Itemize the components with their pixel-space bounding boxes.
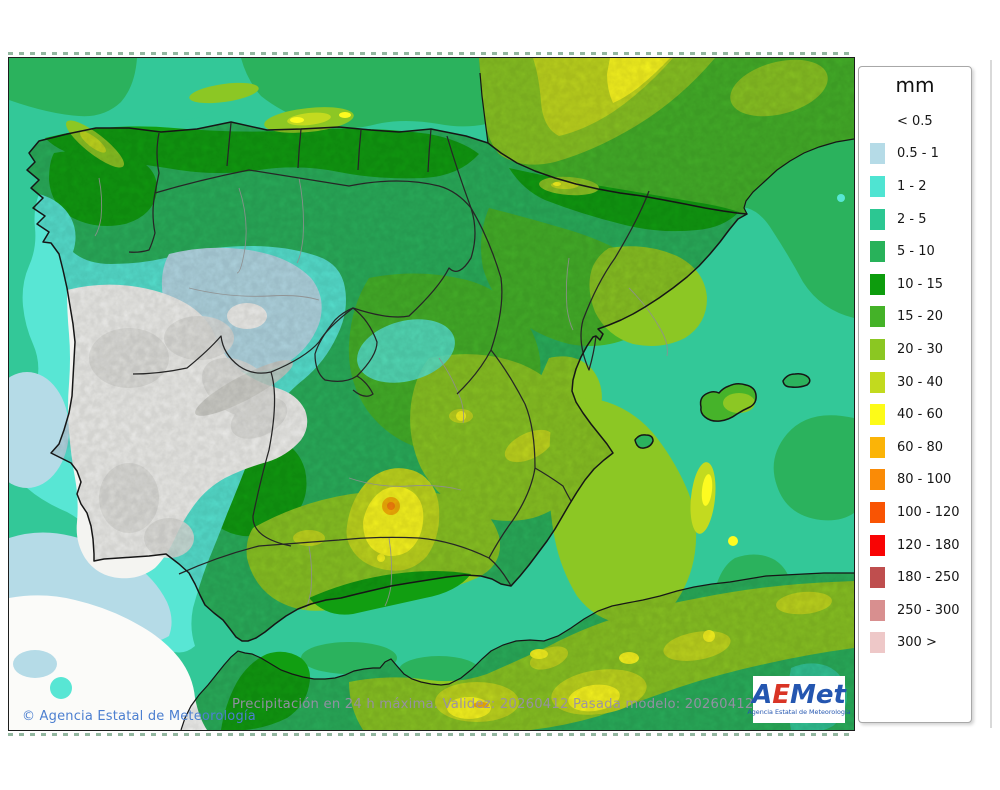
foreign-coastlines — [180, 72, 854, 730]
legend-rows: < 0.5 0.5 - 1 1 - 2 2 - 5 5 - 10 10 - 15 15 - … — [859, 105, 971, 659]
aemet-logo: AEMet Agencia Estatal de Meteorología — [747, 676, 851, 723]
legend-entry: 300 > — [859, 627, 971, 660]
page-edge-line — [990, 60, 992, 728]
logo-letter: A — [752, 680, 773, 710]
legend-swatch — [870, 404, 885, 426]
legend-label: < 0.5 — [897, 113, 933, 129]
legend-label: 0.5 - 1 — [897, 146, 939, 162]
legend-swatch — [870, 567, 885, 589]
legend-swatch — [870, 534, 885, 556]
legend-title: mm — [895, 73, 935, 97]
legend-swatch — [870, 208, 885, 230]
legend-label: 250 - 300 — [897, 602, 960, 618]
legend-label: 5 - 10 — [897, 244, 935, 260]
legend-label: 100 - 120 — [897, 504, 960, 520]
legend-label: 60 - 80 — [897, 439, 944, 455]
legend-entry: 250 - 300 — [859, 594, 971, 627]
logo-letter: e — [815, 680, 834, 710]
legend-entry: 2 - 5 — [859, 203, 971, 236]
logo-letter: t — [833, 680, 846, 710]
legend-label: 15 - 20 — [897, 309, 944, 325]
legend-label: 300 > — [897, 635, 937, 651]
legend-swatch — [870, 469, 885, 491]
legend-entry: 60 - 80 — [859, 431, 971, 464]
legend-entry: 30 - 40 — [859, 366, 971, 399]
legend-entry: 100 - 120 — [859, 496, 971, 529]
legend-label: 2 - 5 — [897, 211, 927, 227]
legend-swatch — [870, 241, 885, 263]
legend-entry: 15 - 20 — [859, 301, 971, 334]
map-caption: Precipitación en 24 h máxima. Validez: 2… — [232, 697, 771, 712]
logo-letter: M — [789, 680, 816, 710]
legend-swatch — [870, 436, 885, 458]
map-canvas — [9, 58, 854, 730]
region-boundaries — [128, 122, 650, 587]
legend-swatch — [870, 632, 885, 654]
graticule-ticks-bottom — [8, 733, 855, 736]
legend-label: 10 - 15 — [897, 276, 944, 292]
graticule-ticks-top — [8, 52, 855, 55]
legend-entry: 80 - 100 — [859, 464, 971, 497]
legend-entry: 1 - 2 — [859, 170, 971, 203]
legend-swatch — [870, 371, 885, 393]
legend-entry: < 0.5 — [859, 105, 971, 138]
legend-swatch — [870, 175, 885, 197]
legend-label: 20 - 30 — [897, 341, 944, 357]
legend-label: 30 - 40 — [897, 374, 944, 390]
legend-swatch — [870, 273, 885, 295]
legend-entry: 5 - 10 — [859, 235, 971, 268]
legend-entry: 10 - 15 — [859, 268, 971, 301]
aemet-logo-word: AEMet — [752, 680, 846, 710]
legend-entry: 40 - 60 — [859, 398, 971, 431]
legend-entry: 180 - 250 — [859, 561, 971, 594]
legend-swatch — [870, 338, 885, 360]
legend-swatch — [870, 306, 885, 328]
legend-swatch — [870, 501, 885, 523]
precipitation-legend: mm < 0.5 0.5 - 1 1 - 2 2 - 5 5 - 10 10 - 15 15… — [858, 66, 972, 723]
legend-label: 1 - 2 — [897, 178, 927, 194]
precipitation-map — [8, 57, 855, 731]
legend-label: 180 - 250 — [897, 570, 960, 586]
aemet-logo-subtitle: Agencia Estatal de Meteorología — [747, 708, 851, 716]
legend-swatch — [870, 143, 885, 165]
legend-entry: 120 - 180 — [859, 529, 971, 562]
legend-swatch — [870, 599, 885, 621]
map-attribution: © Agencia Estatal de Meteorología — [22, 709, 256, 724]
legend-label: 40 - 60 — [897, 407, 944, 423]
legend-entry: 0.5 - 1 — [859, 138, 971, 171]
legend-label: 120 - 180 — [897, 537, 960, 553]
legend-entry: 20 - 30 — [859, 333, 971, 366]
logo-letter: E — [772, 680, 790, 710]
legend-label: 80 - 100 — [897, 472, 952, 488]
